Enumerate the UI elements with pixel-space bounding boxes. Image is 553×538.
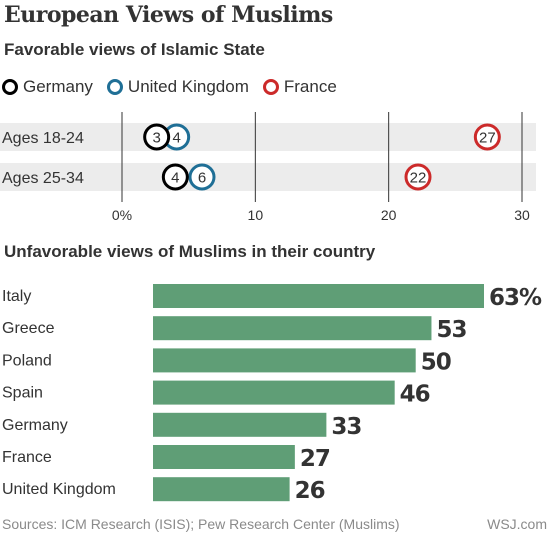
x-tick-label: 30: [514, 207, 530, 223]
row-band-ages-25-34: [0, 163, 536, 191]
bar-france: [153, 445, 295, 469]
legend-item-germany: Germany: [2, 77, 93, 97]
dot-marker-united-kingdom: [188, 163, 216, 191]
dot-value-label: 3: [152, 130, 160, 147]
bar-category-label: Poland: [2, 352, 52, 369]
credit: WSJ.com: [487, 516, 547, 532]
dot-united-kingdom: 6: [188, 163, 216, 191]
bar-value-label: 46: [400, 382, 430, 408]
dot-france: 27: [473, 123, 501, 151]
dot-value-label: 4: [172, 130, 180, 147]
x-tick-label: 10: [248, 207, 264, 223]
bar-chart: Italy 63% Greece 53 Poland 50 Spain 46 Germany 33…: [2, 284, 543, 504]
bar-chart-subtitle: Unfavorable views of Muslims in their co…: [4, 242, 376, 261]
dot-value-label: 27: [479, 130, 496, 147]
dot-value-label: 22: [410, 170, 427, 187]
bar-category-label: United Kingdom: [2, 481, 116, 498]
bar-united-kingdom: [153, 477, 290, 502]
x-tick-label: 20: [381, 207, 397, 223]
x-tick-label: 0%: [112, 207, 132, 223]
bar-category-label: Spain: [2, 385, 43, 402]
dot-marker-france: [404, 163, 432, 191]
dot-marker-germany: [161, 163, 189, 191]
bar-value-label: 33: [331, 414, 361, 440]
legend-item-united-kingdom: United Kingdom: [106, 77, 249, 97]
bar-category-label: Germany: [2, 417, 68, 434]
dot-chart-subtitle: Favorable views of Islamic State: [4, 40, 265, 59]
dot-marker-france: [473, 123, 501, 151]
source-note: Sources: ICM Research (ISIS); Pew Resear…: [2, 516, 400, 532]
germany-ring-icon: [2, 79, 18, 95]
bar-spain: [153, 380, 395, 405]
bar-germany: [153, 412, 327, 437]
dot-marker-germany: [143, 123, 171, 151]
france-ring-icon: [262, 79, 279, 95]
legend-item-france: France: [262, 77, 337, 97]
dot-value-label: 4: [171, 170, 179, 187]
dot-value-label: 6: [198, 170, 206, 187]
bar-value-label: 26: [295, 478, 325, 504]
row-label: Ages 18-24: [2, 130, 84, 147]
chart-title: European Views of Muslims: [4, 2, 333, 28]
bar-italy: [153, 284, 484, 308]
bar-category-label: Italy: [2, 288, 31, 305]
row-band-ages-18-24: [0, 123, 536, 151]
row-label: Ages 25-34: [2, 170, 84, 187]
legend-label: United Kingdom: [127, 77, 249, 96]
dot-germany: 4: [161, 163, 189, 191]
bar-category-label: Greece: [2, 320, 55, 337]
united-kingdom-ring-icon: [106, 79, 123, 95]
legend-label: Germany: [23, 77, 93, 96]
dot-germany: 3: [143, 123, 171, 151]
legend: Germany United Kingdom France: [2, 77, 351, 97]
bar-value-label: 50: [421, 349, 451, 375]
legend-label: France: [283, 77, 337, 96]
bar-category-label: France: [2, 449, 52, 466]
bar-value-label: 63%: [489, 285, 542, 311]
dot-france: 22: [404, 163, 432, 191]
bar-poland: [153, 348, 416, 373]
bar-value-label: 27: [300, 446, 330, 472]
bar-value-label: 53: [436, 317, 466, 343]
bar-greece: [153, 316, 432, 341]
